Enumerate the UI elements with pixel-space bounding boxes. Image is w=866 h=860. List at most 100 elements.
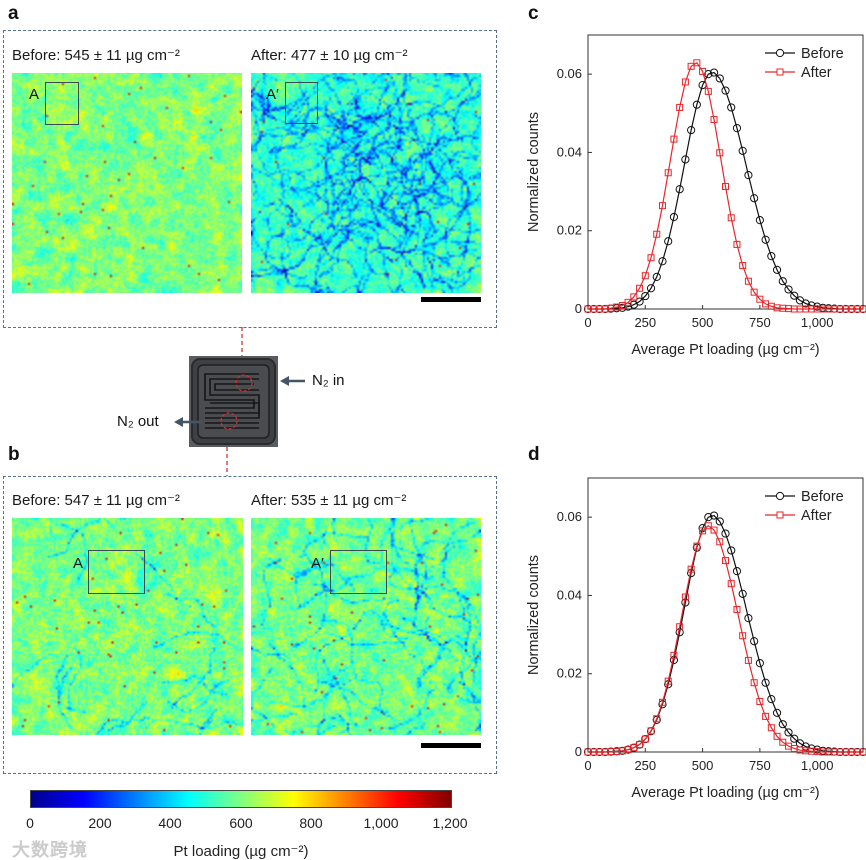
legend-label-before: Before <box>801 489 844 505</box>
x-tick-label: 250 <box>634 758 656 773</box>
data-point-before <box>709 68 719 77</box>
data-point-before <box>732 567 742 576</box>
data-point-before <box>744 171 753 180</box>
x-tick-label: 750 <box>749 758 771 773</box>
data-point-after <box>658 202 666 210</box>
data-point-after <box>727 214 735 222</box>
data-point-before <box>641 734 650 744</box>
legend-label-after: After <box>801 508 832 524</box>
colorbar-tick: 800 <box>299 815 323 831</box>
roi-label-b-after: A′ <box>311 555 324 572</box>
plot-frame <box>587 477 864 753</box>
histogram-chart-c: 0 250 500 750 1,000 0 0.02 0.04 0.06 Average Pt l… <box>526 34 866 358</box>
data-point-after <box>636 284 644 292</box>
x-tick-label: 500 <box>692 758 714 773</box>
data-point-after <box>733 240 741 248</box>
data-point-after <box>756 295 764 303</box>
data-point-before <box>692 100 701 109</box>
data-point-before <box>755 659 764 668</box>
data-point-after <box>699 527 707 535</box>
y-tick-label: 0 <box>575 301 582 316</box>
pt-loading-map-b-after <box>251 518 481 735</box>
data-point-after <box>681 593 689 601</box>
data-point-after <box>658 698 666 706</box>
data-point-before <box>715 517 724 526</box>
data-point-after <box>739 262 747 270</box>
roi-box-b-before <box>88 550 145 594</box>
y-axis-label: Normalized counts <box>526 555 542 675</box>
inlet-label: N₂ in <box>312 372 345 389</box>
colorbar-tick: 600 <box>229 815 253 831</box>
data-point-after <box>687 565 695 573</box>
data-point-before <box>750 194 759 203</box>
legend-label-before: Before <box>801 46 844 62</box>
series-line-before <box>588 514 863 753</box>
data-point-before <box>738 146 747 155</box>
data-point-before <box>675 185 684 194</box>
data-point-after <box>664 677 672 685</box>
data-point-before <box>801 742 810 751</box>
data-point-after <box>647 727 655 735</box>
data-point-after <box>653 715 661 723</box>
x-tick-label: 750 <box>749 315 771 330</box>
data-point-after <box>704 87 712 95</box>
data-point-after <box>727 580 735 588</box>
data-point-before <box>664 237 673 246</box>
watermark: 大数跨境 <box>12 840 88 860</box>
legend-label-after: After <box>801 65 832 81</box>
roi-label-a-after: A′ <box>266 86 279 103</box>
data-point-before <box>618 303 627 312</box>
data-point-after <box>676 623 684 631</box>
data-point-after <box>762 712 770 720</box>
x-tick-label: 250 <box>634 315 656 330</box>
data-point-after <box>739 632 747 640</box>
x-tick-label: 0 <box>584 315 591 330</box>
y-axis-label: Normalized counts <box>526 112 542 232</box>
data-point-before <box>778 277 787 286</box>
data-point-after <box>641 735 649 743</box>
colorbar-tick: 200 <box>88 815 112 831</box>
data-point-before <box>772 708 782 717</box>
data-point-after <box>693 59 701 67</box>
pt-loading-map-b-before <box>12 518 243 735</box>
roi-label-a-before: A <box>29 86 40 103</box>
legend-marker-before <box>775 491 785 501</box>
colorbar <box>30 790 452 808</box>
data-point-after <box>687 62 695 70</box>
data-point-after <box>693 542 701 550</box>
outlet-arrow-icon <box>174 417 202 427</box>
outlet-label: N₂ out <box>117 413 159 430</box>
data-point-after <box>750 679 758 687</box>
colorbar-tick: 0 <box>26 815 34 831</box>
data-point-before <box>778 720 787 729</box>
data-point-before <box>709 511 719 520</box>
data-point-before <box>732 124 742 133</box>
data-point-before <box>801 299 810 308</box>
data-point-before <box>767 695 776 704</box>
data-point-before <box>818 303 827 312</box>
histogram-chart-d: 0 250 500 750 1,000 0 0.02 0.04 0.06 Average Pt l… <box>526 477 866 801</box>
data-point-after <box>756 698 764 706</box>
flow-arrows <box>174 376 305 427</box>
data-point-before <box>744 614 753 623</box>
data-point-before <box>727 546 736 555</box>
data-point-before <box>721 86 730 95</box>
data-point-after <box>722 557 729 565</box>
data-point-after <box>699 67 707 75</box>
x-tick-label: 0 <box>584 758 591 773</box>
series-line-after <box>588 61 863 310</box>
data-point-before <box>704 513 713 522</box>
y-tick-label: 0 <box>575 744 582 759</box>
data-point-after <box>716 538 724 546</box>
data-point-after <box>767 724 775 732</box>
roi-label-b-before: A <box>73 555 84 572</box>
data-point-before <box>761 235 770 244</box>
y-tick-label: 0.04 <box>557 587 582 602</box>
data-point-before <box>646 284 656 293</box>
data-point-after <box>710 526 718 534</box>
data-point-after <box>704 522 712 530</box>
panel-label-b: b <box>8 444 20 465</box>
data-point-before <box>755 216 764 225</box>
data-point-after <box>664 169 672 177</box>
